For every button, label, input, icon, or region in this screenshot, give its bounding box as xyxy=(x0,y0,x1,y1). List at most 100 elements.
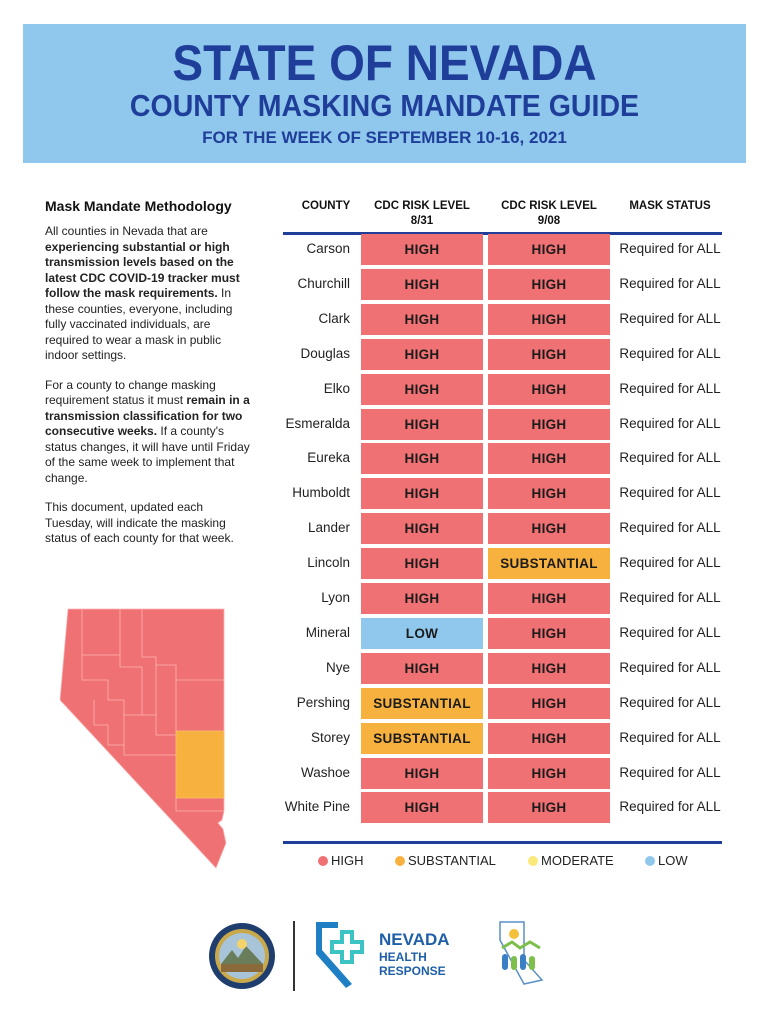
risk-level-8-31: LOW xyxy=(361,617,483,649)
methodology-paragraph-3: This document, updated each Tuesday, wil… xyxy=(45,500,234,545)
county-name: Lyon xyxy=(321,590,350,605)
county-name: Lander xyxy=(307,520,350,536)
risk-level-8-31: HIGH xyxy=(361,652,483,684)
mask-status: Required for ALL xyxy=(619,345,721,361)
nevada-state-seal-icon xyxy=(209,923,275,989)
risk-level-9-08: HIGH xyxy=(488,792,610,824)
week-label: FOR THE WEEK OF SEPTEMBER 10-16, 2021 xyxy=(202,128,567,147)
header-banner: STATE OF NEVADA COUNTY MASKING MANDATE G… xyxy=(23,24,746,163)
table-row: Elko HIGH HIGH Required for ALL xyxy=(283,373,722,405)
risk-level-8-31: HIGH xyxy=(361,268,483,300)
mask-status: Required for ALL xyxy=(619,241,721,256)
mask-status: Required for ALL xyxy=(619,520,721,536)
county-name: Carson xyxy=(306,241,350,256)
county-name: Douglas xyxy=(300,345,350,361)
table-row: Storey SUBSTANTIAL HIGH Required for ALL xyxy=(283,722,722,754)
column-header-mask-status: MASK STATUS xyxy=(629,200,711,212)
legend-moderate: MODERATE xyxy=(528,853,614,868)
county-name: Lincoln xyxy=(307,555,350,571)
mask-status: Required for ALL xyxy=(619,310,721,326)
table-row: Carson HIGH HIGH Required for ALL xyxy=(283,234,722,265)
risk-level-8-31: HIGH xyxy=(361,373,483,405)
methodology-heading: Mask Mandate Methodology xyxy=(45,198,232,214)
low-dot-icon xyxy=(645,856,655,866)
column-header-risk-8-31: CDC RISK LEVEL 8/31 xyxy=(374,200,470,227)
table-row: Eureka HIGH HIGH Required for ALL xyxy=(283,443,722,475)
table-row: White Pine HIGH HIGH Required for ALL xyxy=(283,792,722,824)
mask-status: Required for ALL xyxy=(619,555,721,571)
mask-status: Required for ALL xyxy=(619,275,721,291)
nevada-health-response-logo-icon xyxy=(316,922,364,988)
legend-substantial: SUBSTANTIAL xyxy=(395,853,496,868)
footer-divider xyxy=(293,921,295,991)
table-row: Lander HIGH HIGH Required for ALL xyxy=(283,513,722,545)
county-name: Eureka xyxy=(307,450,350,466)
substantial-dot-icon xyxy=(395,856,405,866)
table-row: Humboldt HIGH HIGH Required for ALL xyxy=(283,478,722,510)
methodology-paragraph-2: For a county to change masking requireme… xyxy=(45,377,250,485)
risk-level-9-08: HIGH xyxy=(488,583,610,614)
table-row: Douglas HIGH HIGH Required for ALL xyxy=(283,338,722,370)
risk-level-8-31: HIGH xyxy=(361,338,483,370)
dhhs-logo-icon xyxy=(499,921,544,985)
column-header-risk-9-08: CDC RISK LEVEL 9/08 xyxy=(501,200,597,227)
methodology-paragraph-1: All counties in Nevada that are experien… xyxy=(45,224,240,362)
risk-level-9-08: HIGH xyxy=(488,722,610,754)
mask-status: Required for ALL xyxy=(619,590,721,605)
risk-level-9-08: HIGH xyxy=(488,652,610,684)
table-row: Churchill HIGH HIGH Required for ALL xyxy=(283,268,722,300)
county-name: Pershing xyxy=(296,694,350,710)
mask-status: Required for ALL xyxy=(619,764,721,780)
risk-level-8-31: HIGH xyxy=(361,234,483,265)
risk-level-8-31: SUBSTANTIAL xyxy=(361,722,483,754)
risk-level-9-08: HIGH xyxy=(488,234,610,265)
county-name: Washoe xyxy=(300,764,350,780)
mask-status: Required for ALL xyxy=(619,799,721,815)
page-subtitle: COUNTY MASKING MANDATE GUIDE xyxy=(129,88,640,123)
mask-status: Required for ALL xyxy=(619,415,721,431)
column-header-county: COUNTY xyxy=(301,200,351,212)
legend-low: LOW xyxy=(645,853,688,868)
logo-nevada-text: NEVADA xyxy=(379,930,450,949)
risk-level-9-08: SUBSTANTIAL xyxy=(488,548,610,580)
risk-level-9-08: HIGH xyxy=(488,478,610,510)
logo-health-text: HEALTH xyxy=(379,950,427,964)
high-dot-icon xyxy=(318,856,328,866)
mask-status: Required for ALL xyxy=(619,485,721,501)
mask-status: Required for ALL xyxy=(619,659,721,675)
risk-level-8-31: HIGH xyxy=(361,443,483,475)
logo-response-text: RESPONSE xyxy=(379,964,446,978)
risk-level-8-31: HIGH xyxy=(361,513,483,545)
risk-level-9-08: HIGH xyxy=(488,617,610,649)
mask-status: Required for ALL xyxy=(619,380,721,396)
table-row: Clark HIGH HIGH Required for ALL xyxy=(283,303,722,335)
table-top-rule xyxy=(283,232,722,235)
mask-status: Required for ALL xyxy=(619,694,721,710)
risk-level-8-31: SUBSTANTIAL xyxy=(361,687,483,719)
mask-status: Required for ALL xyxy=(619,450,721,466)
risk-level-8-31: HIGH xyxy=(361,548,483,580)
risk-level-9-08: HIGH xyxy=(488,687,610,719)
county-name: Elko xyxy=(323,380,350,396)
table-bottom-rule xyxy=(283,841,722,844)
risk-level-8-31: HIGH xyxy=(361,583,483,614)
table-row: Esmeralda HIGH HIGH Required for ALL xyxy=(283,408,722,440)
county-name: Nye xyxy=(325,659,350,675)
county-name: White Pine xyxy=(284,799,350,815)
county-name: Storey xyxy=(310,729,350,745)
mask-status: Required for ALL xyxy=(619,624,721,640)
methodology-panel: Mask Mandate Methodology All counties in… xyxy=(45,198,250,561)
page-title: STATE OF NEVADA xyxy=(172,35,597,91)
table-row: Mineral LOW HIGH Required for ALL xyxy=(283,617,722,649)
table-row: Washoe HIGH HIGH Required for ALL xyxy=(283,757,722,789)
risk-level-8-31: HIGH xyxy=(361,303,483,335)
risk-level-9-08: HIGH xyxy=(488,443,610,475)
risk-level-8-31: HIGH xyxy=(361,478,483,510)
county-name: Mineral xyxy=(305,624,350,640)
nevada-county-map xyxy=(60,608,227,869)
legend-high: HIGH xyxy=(318,853,364,868)
table-row: Nye HIGH HIGH Required for ALL xyxy=(283,652,722,684)
risk-level-8-31: HIGH xyxy=(361,757,483,789)
risk-level-8-31: HIGH xyxy=(361,792,483,824)
nevada-outline xyxy=(60,608,227,869)
